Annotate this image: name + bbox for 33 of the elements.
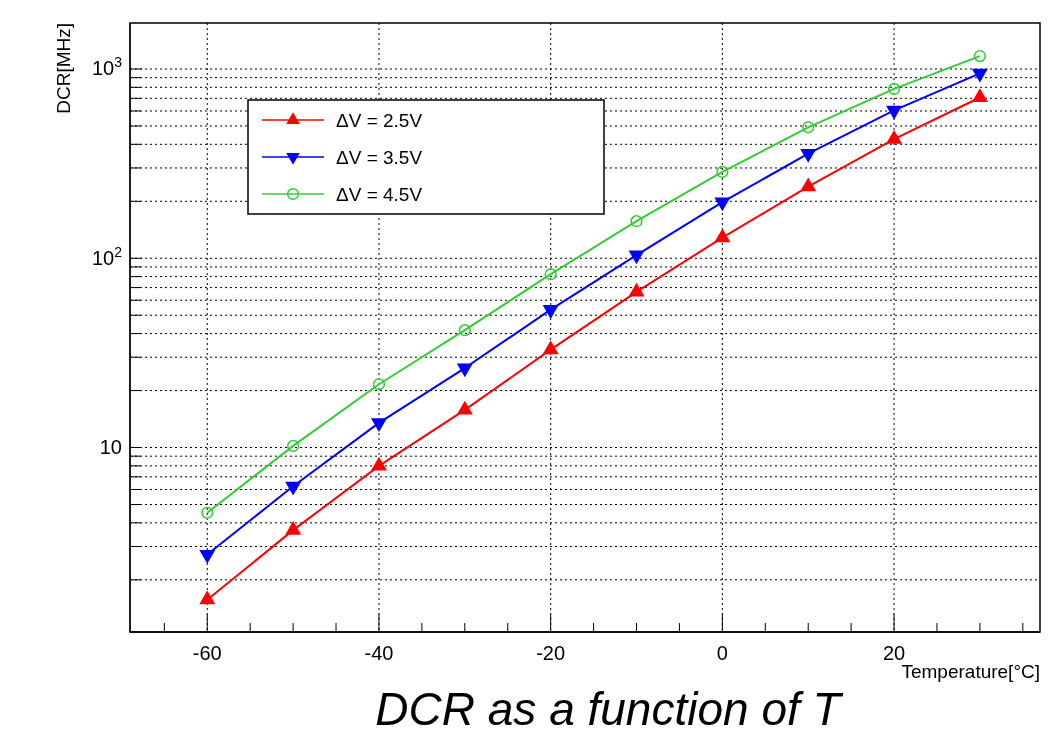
point [800,149,817,163]
point [802,121,815,134]
point [372,378,386,391]
point [542,340,559,355]
y-tick-label: 10 [99,435,122,458]
x-tick-label: -20 [536,642,566,664]
y-tick-label: 10$^{3}$ [91,54,123,80]
point [544,268,557,281]
point [285,520,302,535]
point [886,105,903,120]
point [456,400,473,415]
point [973,50,987,63]
legend-label: ΔV = 3.5V [336,147,423,168]
y-axis-title: DCR[MHz] [53,23,74,114]
x-axis-title: Temperature[°C] [901,661,1040,682]
point [971,68,988,83]
legend-label: ΔV = 2.5V [336,110,423,131]
x-tick-label: 0 [716,642,728,664]
y-tick-label: 10$^{2}$ [91,243,123,269]
point [201,506,214,519]
point [630,215,643,228]
point [199,590,216,605]
point [714,197,731,212]
point [287,439,300,452]
x-tick-label: 20 [882,642,906,664]
x-tick-label: -40 [364,642,394,664]
legend-label: ΔV = 4.5V [336,184,423,205]
point [716,165,729,178]
text: DCR as a function of T [375,683,844,735]
x-tick-label: -60 [192,642,222,664]
point [370,456,387,471]
point [458,324,471,337]
point [887,82,901,95]
